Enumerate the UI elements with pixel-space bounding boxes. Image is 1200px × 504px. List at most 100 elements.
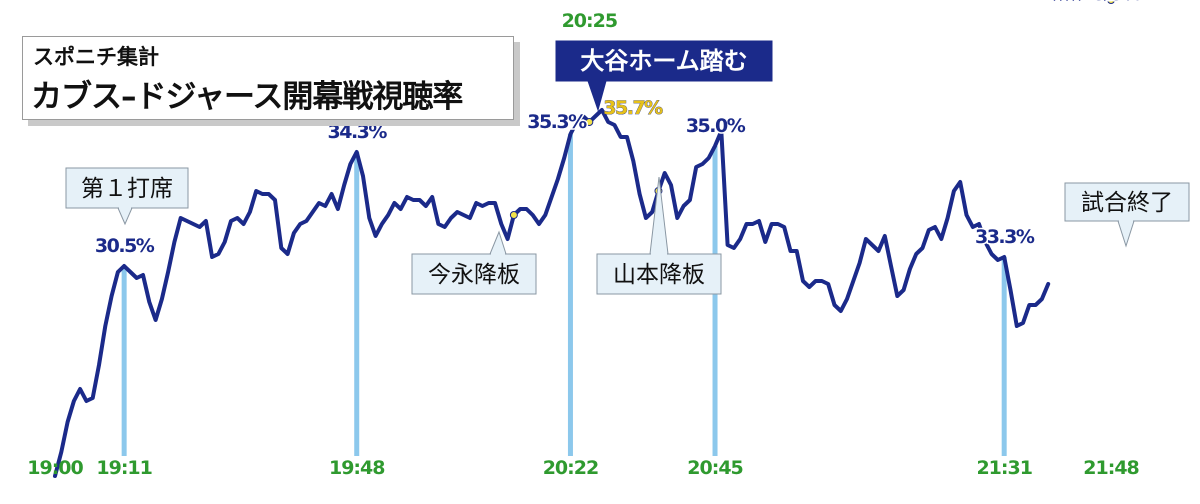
data-point: [695, 166, 697, 168]
data-point: [890, 265, 892, 267]
data-point: [1091, 0, 1093, 1]
data-point: [871, 244, 873, 246]
data-point: [689, 199, 691, 201]
data-point: [833, 304, 836, 306]
data-point: [330, 193, 333, 195]
data-point: [645, 217, 647, 219]
value-label: 33.3%: [975, 226, 1035, 248]
data-point: [934, 226, 936, 228]
time-marker-1911: [121, 266, 127, 456]
data-point: [1041, 298, 1043, 300]
data-point: [519, 208, 521, 210]
data-point: [1078, 0, 1081, 1]
data-point: [751, 223, 754, 225]
data-point: [148, 301, 151, 303]
data-point: [205, 220, 207, 222]
data-point: [990, 253, 993, 255]
data-point: [607, 121, 609, 123]
data-point: [663, 172, 666, 174]
data-point: [311, 211, 314, 213]
data-point: [682, 205, 685, 207]
data-point: [795, 250, 798, 252]
data-point: [1097, 0, 1100, 1]
data-point: [79, 388, 81, 390]
data-point: [450, 217, 452, 219]
data-point: [399, 208, 402, 210]
data-point: [670, 184, 672, 186]
data-point: [1022, 322, 1024, 324]
data-point: [381, 223, 383, 225]
data-point: [846, 298, 848, 300]
data-point: [1059, 0, 1062, 1]
data-point: [808, 286, 811, 288]
data-point: [280, 247, 283, 249]
data-point: [770, 223, 773, 225]
event-callout: 第１打席: [65, 167, 189, 226]
data-point: [940, 238, 943, 240]
data-point: [387, 214, 389, 216]
data-point: [789, 250, 792, 252]
event-callout: 山本降板: [596, 176, 722, 295]
time-label: 20:45: [687, 457, 742, 479]
data-point: [594, 115, 597, 117]
data-point: [487, 202, 490, 204]
data-point: [902, 289, 905, 291]
data-point: [1072, 0, 1075, 1]
data-point: [443, 226, 446, 228]
time-marker-2131: [1001, 257, 1007, 456]
data-point: [1028, 304, 1031, 306]
data-point: [481, 205, 484, 207]
data-point: [179, 217, 182, 219]
data-point: [110, 295, 113, 297]
data-point: [1009, 289, 1012, 291]
data-point: [230, 220, 232, 222]
data-point: [85, 400, 88, 402]
data-point: [60, 451, 63, 453]
data-point: [274, 199, 276, 201]
time-marker-1948: [354, 152, 360, 456]
data-point: [223, 241, 226, 243]
event-dot: [509, 211, 518, 219]
data-point: [777, 223, 779, 225]
data-point: [475, 202, 477, 204]
callout-label: 第１打席: [81, 176, 173, 202]
data-point: [286, 253, 289, 255]
data-point: [418, 199, 421, 201]
data-point: [550, 196, 553, 198]
data-point: [117, 271, 119, 273]
data-point: [896, 295, 899, 297]
time-label: 19:00: [27, 457, 83, 479]
data-point: [997, 259, 999, 261]
data-point: [1015, 325, 1018, 327]
data-point: [129, 271, 132, 273]
data-point: [764, 241, 767, 243]
data-point: [54, 475, 56, 477]
time-marker-2045: [712, 146, 718, 456]
data-point: [123, 265, 125, 267]
data-point: [66, 421, 69, 423]
data-point: [745, 223, 748, 225]
data-point: [198, 226, 201, 228]
data-point: [714, 145, 716, 147]
time-label: 20:22: [543, 457, 598, 479]
data-point: [343, 184, 345, 186]
data-point: [651, 211, 653, 213]
data-point: [619, 136, 622, 138]
data-point: [91, 397, 94, 399]
event-dot: [585, 118, 594, 126]
data-point: [701, 163, 704, 165]
data-point: [462, 214, 465, 216]
data-point: [186, 220, 188, 222]
data-point: [582, 115, 584, 117]
data-point: [431, 196, 433, 198]
data-point: [393, 202, 396, 204]
data-point: [1085, 0, 1087, 1]
data-point: [154, 319, 157, 321]
data-point: [406, 196, 408, 198]
data-point: [601, 109, 603, 111]
data-point: [626, 136, 628, 138]
data-point: [525, 208, 528, 210]
data-point: [927, 229, 930, 231]
